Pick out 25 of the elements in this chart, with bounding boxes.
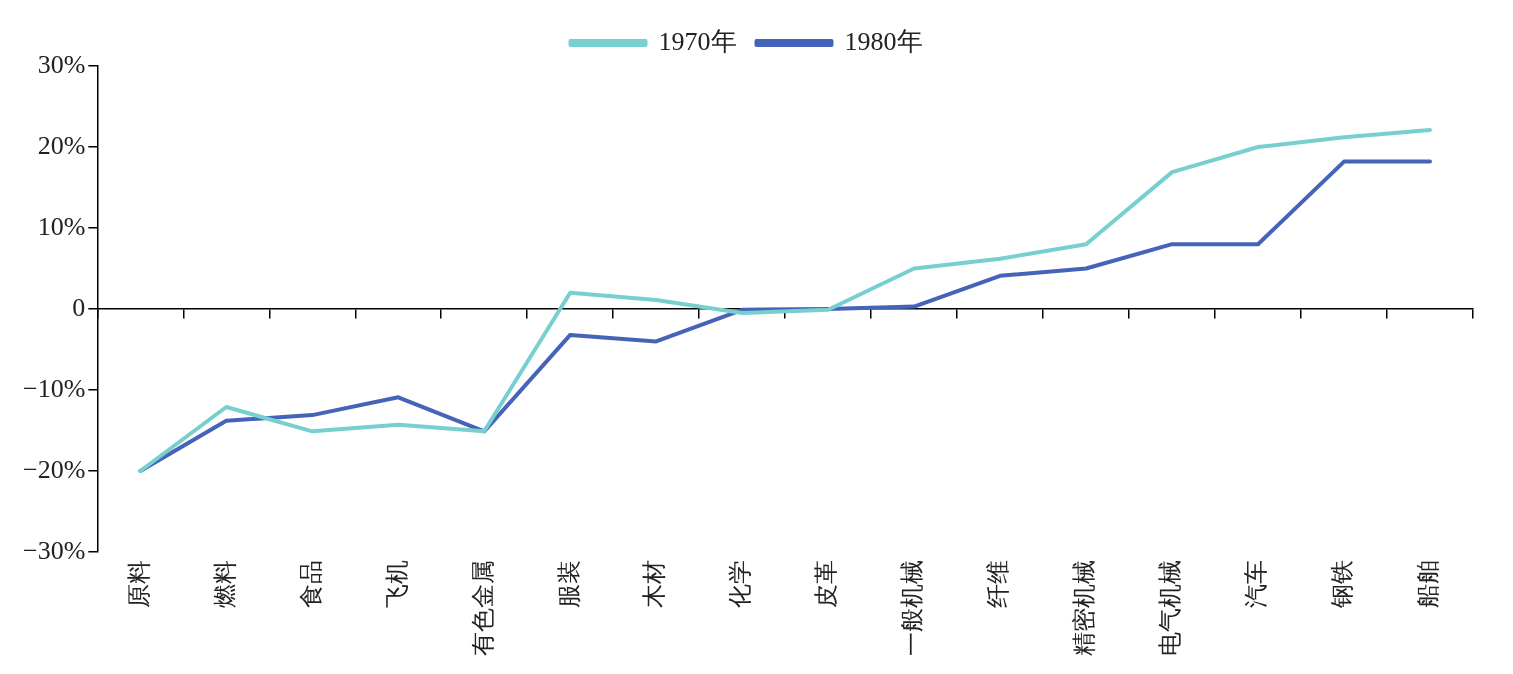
x-tick-label: 钢铁 — [1329, 560, 1356, 609]
x-tick-label: 纤维 — [985, 560, 1012, 608]
y-tick-label: 10% — [37, 211, 86, 241]
x-tick-label: 精密机械 — [1071, 560, 1098, 656]
x-tick-label: 船舶 — [1415, 560, 1442, 608]
x-tick-label: 木材 — [641, 560, 668, 608]
x-tick-label: 电气机械 — [1157, 560, 1184, 656]
y-tick-label: 20% — [37, 130, 86, 160]
legend-label: 1970年 — [658, 26, 737, 56]
y-tick-label: −20% — [22, 454, 86, 484]
x-tick-label: 燃料 — [211, 560, 238, 608]
x-tick-label: 化学 — [727, 560, 754, 608]
x-tick-label: 原料 — [125, 560, 152, 608]
x-tick-label: 皮革 — [813, 560, 840, 608]
y-tick-label: 0 — [72, 292, 86, 322]
x-tick-label: 一般机械 — [899, 560, 926, 656]
x-tick-label: 有色金属 — [469, 560, 496, 656]
y-tick-label: 30% — [37, 49, 86, 79]
x-tick-label: 汽车 — [1243, 560, 1270, 608]
x-tick-label: 食品 — [297, 560, 324, 608]
x-tick-label: 服装 — [555, 560, 582, 608]
y-tick-label: −30% — [22, 535, 86, 565]
x-tick-label: 飞机 — [383, 560, 410, 608]
legend-label: 1980年 — [844, 26, 923, 56]
y-tick-label: −10% — [22, 373, 86, 403]
